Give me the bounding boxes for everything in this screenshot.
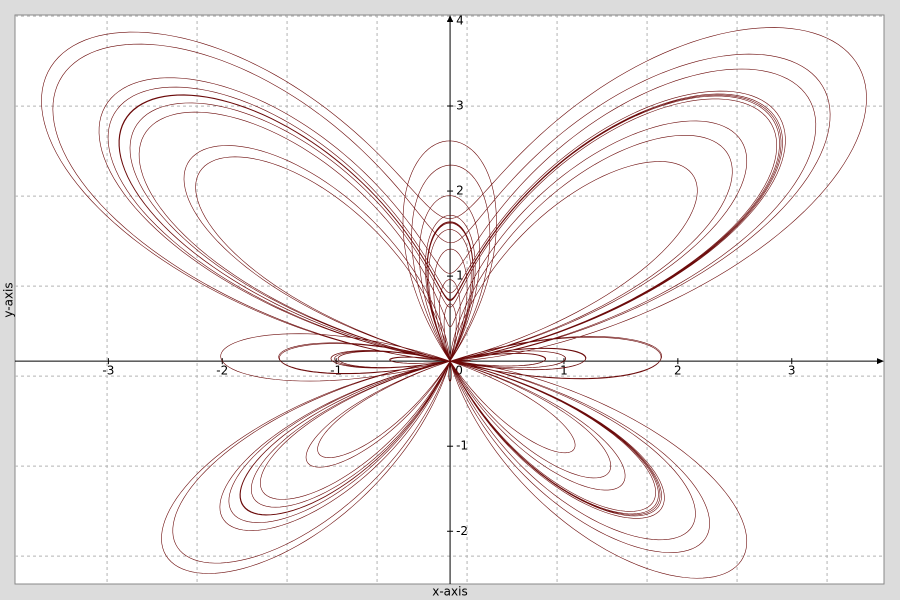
y-tick-label: -2 bbox=[456, 524, 468, 538]
x-tick-label: -1 bbox=[330, 364, 342, 378]
y-axis-label: y-axis bbox=[2, 282, 16, 317]
x-axis-label: x-axis bbox=[432, 585, 467, 599]
x-axis-arrow bbox=[877, 358, 884, 365]
x-tick-label: 3 bbox=[788, 364, 796, 378]
x-tick-label: -2 bbox=[216, 364, 228, 378]
x-tick-label: 1 bbox=[560, 364, 568, 378]
y-axis-arrow bbox=[447, 15, 454, 22]
y-tick-label: 3 bbox=[456, 99, 464, 113]
y-tick-label: -1 bbox=[456, 439, 468, 453]
x-tick-label: -3 bbox=[102, 364, 114, 378]
x-tick-label: 0 bbox=[455, 364, 463, 378]
y-tick-label: 1 bbox=[456, 269, 464, 283]
x-tick-label: 2 bbox=[674, 364, 682, 378]
butterfly-curve bbox=[41, 27, 867, 579]
y-tick-label: 2 bbox=[456, 184, 464, 198]
y-tick-label: 4 bbox=[456, 13, 464, 27]
